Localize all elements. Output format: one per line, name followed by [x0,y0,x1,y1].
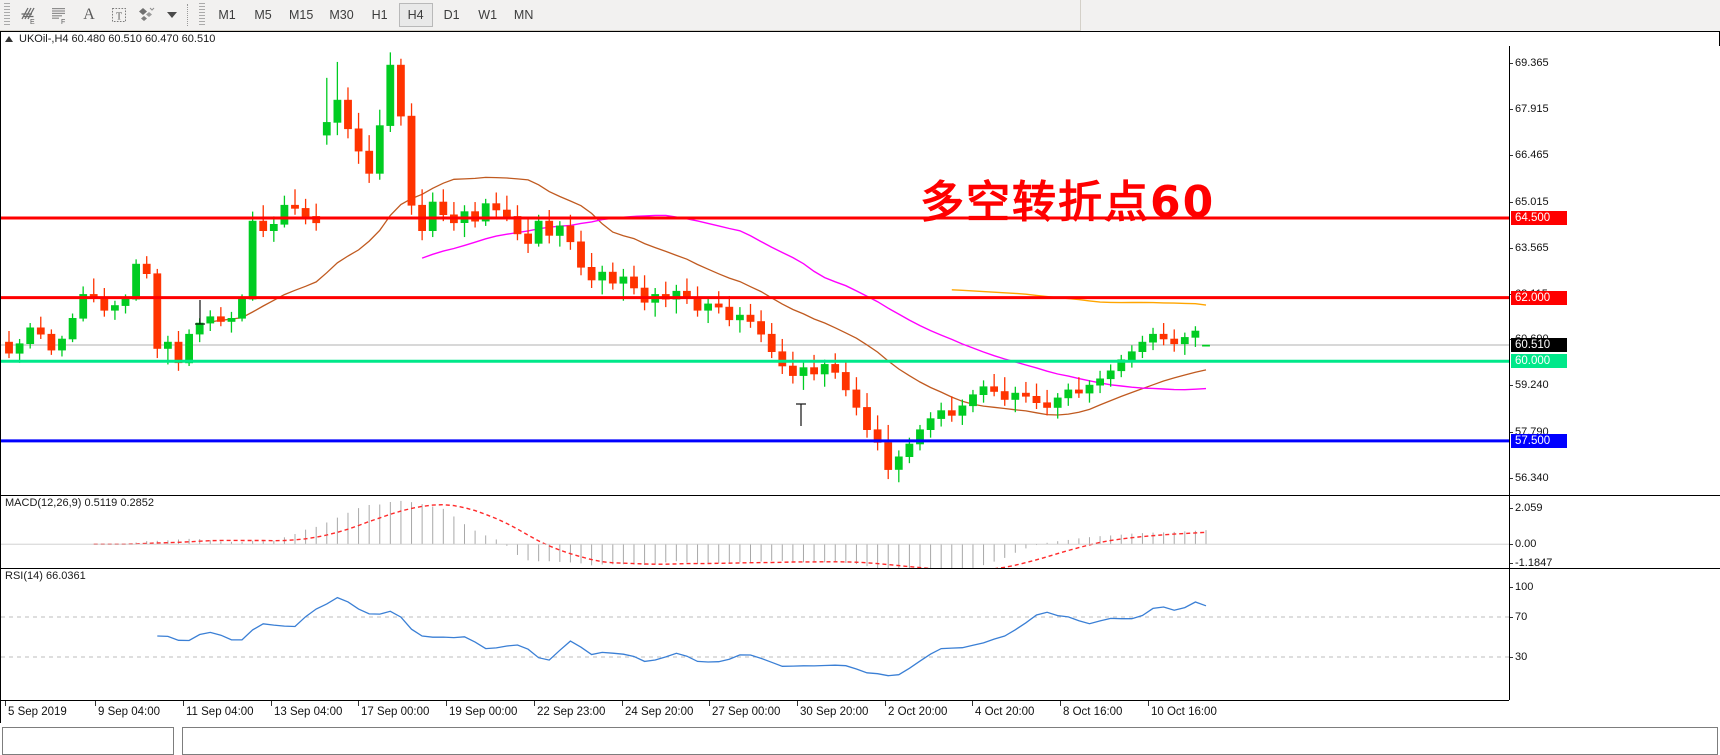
rsi-tick-100: 100 [1510,581,1533,593]
price-badge-pivot[interactable]: 60.000 [1511,354,1567,369]
toolbar-grip[interactable] [4,3,10,27]
price-badge-support[interactable]: 57.500 [1511,433,1567,448]
time-label-1: 9 Sep 04:00 [98,706,161,718]
macd-tick-1: 0.00 [1510,538,1536,550]
price-tick-69-365: 69.365 [1510,57,1549,69]
timeframe-toolbar-grip[interactable] [199,3,205,27]
time-tick-2 [183,701,184,706]
symbol-info-bar: UKOil-,H4 60.480 60.510 60.470 60.510 [1,32,1719,46]
rsi-canvas [1,596,1509,677]
macd-canvas [1,500,1509,572]
chart-collapse-icon[interactable] [5,36,13,42]
macd-tick-2: -1.1847 [1510,557,1552,569]
rsi-tick-30: 30 [1510,651,1527,663]
timeframe-button-h1[interactable]: H1 [371,8,388,22]
price-tick-65-015: 65.015 [1510,196,1549,208]
time-tick-0 [5,701,6,706]
indicator-list-icon[interactable]: F [44,1,74,29]
time-tick-4 [358,701,359,706]
time-label-0: 5 Sep 2019 [8,706,67,718]
time-tick-5 [446,701,447,706]
rsi-label: RSI(14) 66.0361 [5,570,86,582]
macd-pane[interactable]: MACD(12,26,9) 0.5119 0.2852 2.059 0.00 -1.… [1,495,1720,572]
time-label-7: 24 Sep 20:00 [625,706,694,718]
rsi-pane[interactable]: RSI(14) 66.0361 100 70 30 5 Sep 2019 9 Sep … [1,568,1720,724]
time-tick-11 [972,701,973,706]
macd-label: MACD(12,26,9) 0.5119 0.2852 [5,497,154,509]
time-tick-6 [534,701,535,706]
price-tick-66-465: 66.465 [1510,149,1549,161]
status-panel-right[interactable] [182,727,1718,755]
price-badge-resistance[interactable]: 62.000 [1511,290,1567,305]
time-tick-8 [709,701,710,706]
timeframe-button-m30[interactable]: M30 [329,8,354,22]
time-label-8: 27 Sep 00:00 [712,706,781,718]
price-tick-67-915: 67.915 [1510,103,1549,115]
objects-icon[interactable] [134,1,164,29]
svg-text:T: T [116,12,122,23]
time-label-4: 17 Sep 00:00 [361,706,430,718]
chart-annotation-text: 多空转折点60 [920,177,1216,228]
time-tick-1 [95,701,96,706]
text-label-icon[interactable]: A [83,6,95,23]
status-panel-left[interactable] [2,727,174,755]
price-tick-59-240: 59.240 [1510,379,1549,391]
price-axis[interactable]: 69.36567.91566.46565.01563.56562.11560.6… [1509,46,1567,495]
svg-text:E: E [30,19,35,25]
time-tick-13 [1148,701,1149,706]
price-tick-63-565: 63.565 [1510,242,1549,254]
expert-advisor-icon[interactable]: E [14,1,44,29]
time-label-10: 2 Oct 20:00 [888,706,948,718]
price-badge-last-price[interactable]: 60.510 [1511,338,1567,352]
chart-window[interactable]: UKOil-,H4 60.480 60.510 60.470 60.510 SE… [0,31,1720,724]
time-tick-9 [797,701,798,706]
symbol-info-text: UKOil-,H4 60.480 60.510 60.470 60.510 [19,33,216,45]
macd-tick-0: 2.059 [1510,502,1543,514]
time-label-13: 10 Oct 16:00 [1151,706,1217,718]
rsi-axis[interactable]: 100 70 30 [1509,569,1567,700]
time-label-5: 19 Sep 00:00 [449,706,518,718]
svg-text:F: F [61,19,65,25]
time-label-3: 13 Sep 04:00 [274,706,343,718]
timeframe-button-m15[interactable]: M15 [289,8,314,22]
time-label-9: 30 Sep 20:00 [800,706,869,718]
time-tick-7 [622,701,623,706]
time-label-2: 11 Sep 04:00 [186,706,254,718]
rsi-tick-70: 70 [1510,611,1527,623]
timeframe-button-w1[interactable]: W1 [478,8,498,22]
time-tick-3 [271,701,272,706]
toolbar-separator [187,4,188,26]
bottom-status-strip [0,723,1720,755]
timeframe-button-h4[interactable]: H4 [398,3,433,27]
time-axis[interactable]: 5 Sep 2019 9 Sep 04:00 11 Sep 04:00 13 Sep … [1,700,1509,724]
price-tick-56-340: 56.340 [1510,472,1549,484]
price-badge-resistance[interactable]: 64.500 [1511,210,1567,225]
timeframe-button-m1[interactable]: M1 [218,8,236,22]
macd-axis[interactable]: 2.059 0.00 -1.1847 [1509,496,1567,569]
time-label-12: 8 Oct 16:00 [1063,706,1123,718]
toolbar-empty-area [1080,0,1720,31]
text-object-icon[interactable]: T [104,1,134,29]
timeframe-button-d1[interactable]: D1 [443,8,460,22]
price-pane[interactable]: 多空转折点60 69.365 67.915 66.465 65.015 63.565 62… [1,46,1720,495]
time-label-6: 22 Sep 23:00 [537,706,606,718]
main-toolbar: E F A T [0,0,1720,31]
objects-dropdown-caret-icon[interactable] [164,1,180,29]
timeframe-button-m5[interactable]: M5 [254,8,272,22]
time-tick-12 [1060,701,1061,706]
timeframe-button-mn[interactable]: MN [513,8,534,22]
time-tick-10 [885,701,886,706]
price-chart-canvas [1,52,1509,483]
time-label-11: 4 Oct 20:00 [975,706,1035,718]
